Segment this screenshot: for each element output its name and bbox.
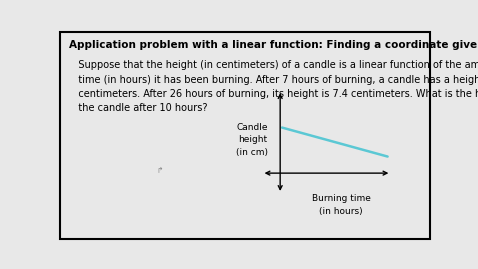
Text: Application problem with a linear function: Finding a coordinate given two point: Application problem with a linear functi… [69, 40, 478, 49]
Text: Burning time
(in hours): Burning time (in hours) [312, 194, 371, 216]
Text: ↱: ↱ [157, 167, 163, 176]
Text: Suppose that the height (in centimeters) of a candle is a linear function of the: Suppose that the height (in centimeters)… [69, 60, 478, 114]
Text: Candle
height
(in cm): Candle height (in cm) [237, 123, 268, 157]
